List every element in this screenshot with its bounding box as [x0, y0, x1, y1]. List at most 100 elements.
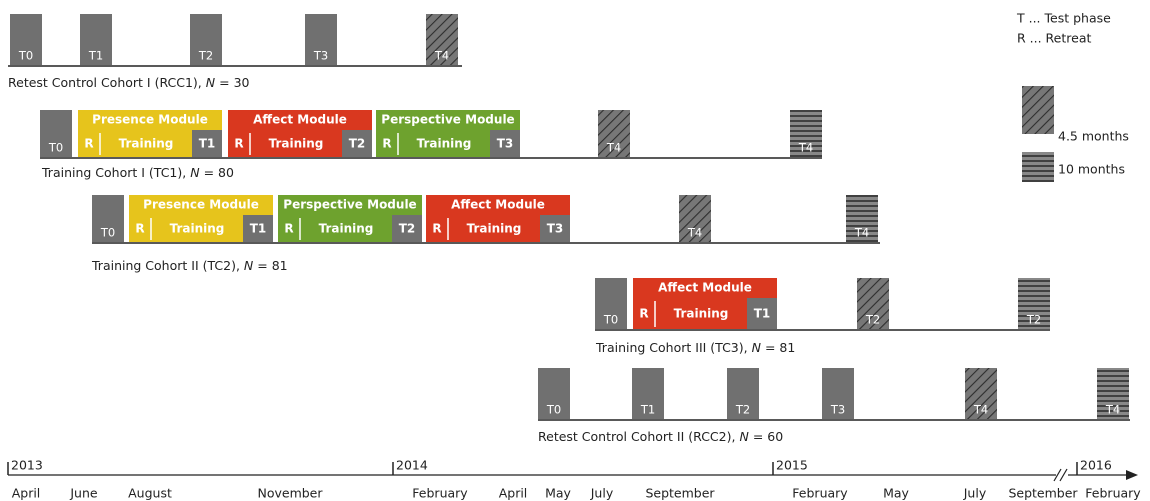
test-phase-label: T2 — [735, 403, 750, 417]
module-body — [633, 298, 747, 329]
test-phase-label: T4 — [606, 141, 621, 155]
module-header — [129, 195, 273, 215]
training-label: Training — [269, 137, 324, 151]
test-phase-label: T3 — [313, 49, 328, 63]
test-phase-label: T1 — [88, 49, 103, 63]
training-label: Training — [467, 222, 522, 236]
module-body — [426, 215, 540, 242]
test-phase-label: T2 — [865, 313, 880, 327]
test-phase-label: T4 — [687, 226, 702, 240]
cohort-n-symbol: N — [752, 340, 762, 355]
module-body — [129, 215, 243, 242]
month-label: April — [499, 486, 528, 501]
test-phase-label: T0 — [100, 226, 115, 240]
legend-striped-swatch — [1022, 152, 1054, 182]
module-test-label: T1 — [250, 222, 267, 236]
axis-break — [1059, 468, 1068, 482]
test-phase-block — [10, 14, 42, 65]
module-title: Perspective Module — [283, 198, 416, 212]
training-label: Training — [319, 222, 374, 236]
module-header — [78, 110, 222, 130]
test-phase-block — [1018, 278, 1050, 329]
module-body — [376, 130, 490, 157]
month-label: June — [69, 486, 98, 501]
module-header — [376, 110, 520, 130]
retreat-label: R — [432, 222, 441, 236]
module-test-label: T2 — [399, 222, 416, 236]
retreat-label: R — [135, 222, 144, 236]
retreat-label: R — [84, 137, 93, 151]
module-test-block — [243, 215, 273, 242]
test-phase-block — [857, 278, 889, 329]
module-title: Affect Module — [658, 281, 752, 295]
month-label: September — [1008, 486, 1078, 501]
cohort-n: = 60 — [753, 429, 783, 444]
cohort-n-symbol: N — [206, 75, 216, 90]
test-phase-block — [679, 195, 711, 242]
retreat-label: R — [639, 307, 648, 321]
test-phase-label: T4 — [1105, 403, 1120, 417]
test-phase-block — [595, 278, 627, 329]
year-label: 2014 — [396, 458, 428, 473]
module-test-block — [490, 130, 520, 157]
module-test-label: T1 — [754, 307, 771, 321]
retreat-label: R — [382, 137, 391, 151]
training-label: Training — [417, 137, 472, 151]
legend-retreat: R ... Retreat — [1017, 31, 1091, 46]
test-phase-block — [598, 110, 630, 157]
retreat-label: R — [284, 222, 293, 236]
cohort-label: Training Cohort III (TC3), N = 81 — [595, 340, 795, 355]
legend-hatched: 4.5 months — [1058, 129, 1129, 144]
test-phase-label: T1 — [640, 403, 655, 417]
module-body — [78, 130, 192, 157]
test-phase-block — [305, 14, 337, 65]
module-header — [426, 195, 570, 215]
module-test-block — [192, 130, 222, 157]
module-test-block — [747, 298, 777, 329]
cohort-name: Training Cohort III (TC3), — [595, 340, 748, 355]
test-phase-block — [426, 14, 458, 65]
cohort-name: Retest Control Cohort I (RCC1), — [8, 75, 202, 90]
month-label: May — [545, 486, 571, 501]
module-title: Presence Module — [143, 198, 259, 212]
test-phase-label: T0 — [546, 403, 561, 417]
test-phase-block — [790, 110, 822, 157]
year-label: 2016 — [1080, 458, 1112, 473]
module-test-block — [392, 215, 422, 242]
cohort-n-symbol: N — [244, 258, 254, 273]
test-phase-block — [822, 368, 854, 419]
month-label: February — [1085, 486, 1141, 501]
legend-striped: 10 months — [1058, 162, 1125, 177]
module-test-block — [342, 130, 372, 157]
test-phase-label: T4 — [434, 49, 449, 63]
cohort-label: Training Cohort I (TC1), N = 80 — [41, 165, 234, 180]
module-test-block — [540, 215, 570, 242]
module-test-label: T3 — [547, 222, 564, 236]
month-label: July — [963, 486, 987, 501]
cohort-label: Retest Control Cohort II (RCC2), N = 60 — [538, 429, 783, 444]
cohort-n: = 81 — [257, 258, 287, 273]
test-phase-block — [1097, 368, 1129, 419]
test-phase-block — [92, 195, 124, 242]
test-phase-label: T3 — [830, 403, 845, 417]
test-phase-label: T0 — [48, 141, 63, 155]
test-phase-block — [80, 14, 112, 65]
test-phase-block — [846, 195, 878, 242]
module-body — [278, 215, 392, 242]
test-phase-label: T2 — [1026, 313, 1041, 327]
module-header — [228, 110, 372, 130]
training-label: Training — [674, 307, 729, 321]
test-phase-label: T4 — [854, 226, 869, 240]
module-header — [633, 278, 777, 298]
module-test-label: T3 — [497, 137, 514, 151]
training-label: Training — [119, 137, 174, 151]
cohort-name: Training Cohort I (TC1), — [41, 165, 186, 180]
cohort-n: = 30 — [219, 75, 249, 90]
test-phase-block — [632, 368, 664, 419]
training-label: Training — [170, 222, 225, 236]
test-phase-label: T4 — [973, 403, 988, 417]
test-phase-block — [727, 368, 759, 419]
cohort-n: = 81 — [765, 340, 795, 355]
legend-test: T ... Test phase — [1016, 11, 1111, 26]
